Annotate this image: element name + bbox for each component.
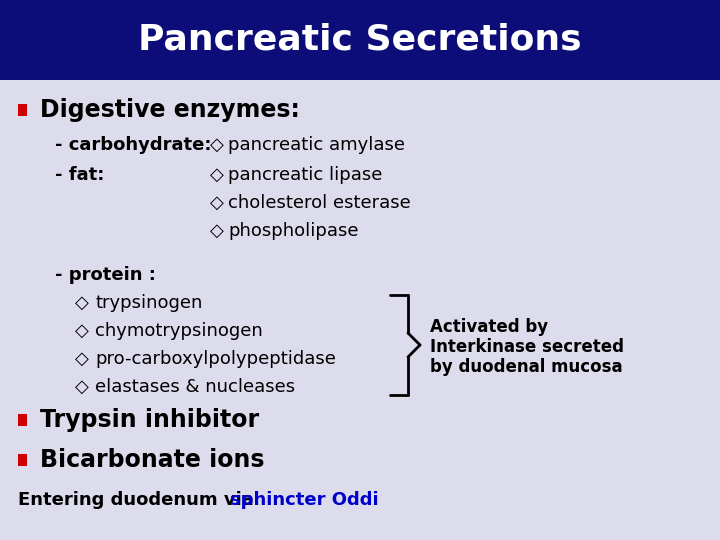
Text: ◇: ◇ xyxy=(75,294,89,312)
Text: - carbohydrate:: - carbohydrate: xyxy=(55,136,212,154)
Text: Entering duodenum via: Entering duodenum via xyxy=(18,491,260,509)
Text: Trypsin inhibitor: Trypsin inhibitor xyxy=(40,408,259,432)
Text: chymotrypsinogen: chymotrypsinogen xyxy=(95,322,263,340)
Text: pro-carboxylpolypeptidase: pro-carboxylpolypeptidase xyxy=(95,350,336,368)
Text: Interkinase secreted: Interkinase secreted xyxy=(430,338,624,356)
Text: ◇: ◇ xyxy=(210,222,224,240)
Text: Pancreatic Secretions: Pancreatic Secretions xyxy=(138,23,582,57)
FancyBboxPatch shape xyxy=(18,414,27,426)
Text: ◇: ◇ xyxy=(75,350,89,368)
FancyBboxPatch shape xyxy=(18,454,27,465)
Text: - protein :: - protein : xyxy=(55,266,156,284)
Text: ◇: ◇ xyxy=(210,166,224,184)
Text: phospholipase: phospholipase xyxy=(228,222,359,240)
Text: ◇: ◇ xyxy=(210,136,224,154)
Text: elastases & nucleases: elastases & nucleases xyxy=(95,378,295,396)
FancyBboxPatch shape xyxy=(18,104,27,116)
Text: ◇: ◇ xyxy=(210,194,224,212)
Text: ◇: ◇ xyxy=(75,378,89,396)
Text: Bicarbonate ions: Bicarbonate ions xyxy=(40,448,264,472)
Text: pancreatic lipase: pancreatic lipase xyxy=(228,166,382,184)
Text: Activated by: Activated by xyxy=(430,318,548,336)
Text: sphincter Oddi: sphincter Oddi xyxy=(230,491,379,509)
Text: ◇: ◇ xyxy=(75,322,89,340)
FancyBboxPatch shape xyxy=(0,0,720,80)
Text: trypsinogen: trypsinogen xyxy=(95,294,202,312)
Text: Digestive enzymes:: Digestive enzymes: xyxy=(40,98,300,122)
Text: cholesterol esterase: cholesterol esterase xyxy=(228,194,410,212)
Text: - fat:: - fat: xyxy=(55,166,104,184)
Text: pancreatic amylase: pancreatic amylase xyxy=(228,136,405,154)
Text: by duodenal mucosa: by duodenal mucosa xyxy=(430,358,623,376)
